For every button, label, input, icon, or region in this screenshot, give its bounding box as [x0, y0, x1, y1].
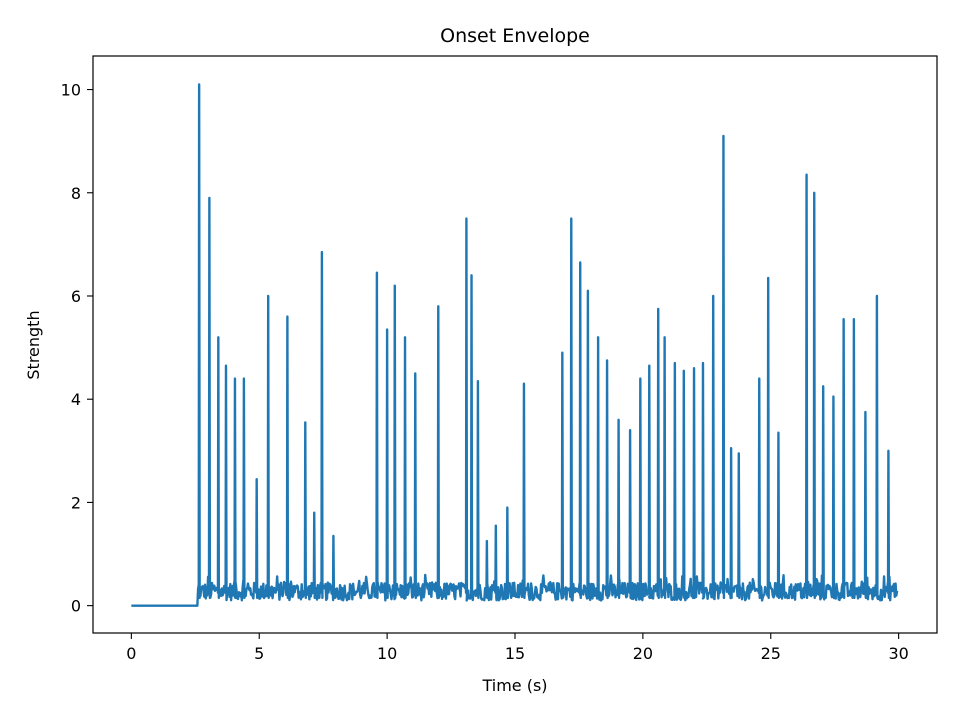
x-tick-label: 25 — [761, 644, 781, 663]
y-tick-label: 4 — [71, 390, 81, 409]
y-tick-label: 8 — [71, 184, 81, 203]
x-tick-label: 10 — [377, 644, 397, 663]
y-tick-label: 10 — [61, 81, 81, 100]
y-axis: 0 2 4 6 8 10 — [61, 81, 93, 616]
x-axis: 0 5 10 15 20 25 30 — [126, 633, 909, 663]
y-tick-label: 6 — [71, 287, 81, 306]
x-tick-label: 30 — [888, 644, 908, 663]
y-tick-label: 0 — [71, 597, 81, 616]
x-tick-label: 15 — [505, 644, 525, 663]
chart-title: Onset Envelope — [440, 25, 590, 47]
x-tick-label: 0 — [126, 644, 136, 663]
plot-area — [130, 83, 899, 607]
x-tick-label: 5 — [254, 644, 264, 663]
x-tick-label: 20 — [633, 644, 653, 663]
x-axis-label: Time (s) — [481, 676, 547, 695]
y-axis-label: Strength — [24, 310, 43, 379]
onset-strength-line — [130, 83, 899, 607]
y-tick-label: 2 — [71, 493, 81, 512]
